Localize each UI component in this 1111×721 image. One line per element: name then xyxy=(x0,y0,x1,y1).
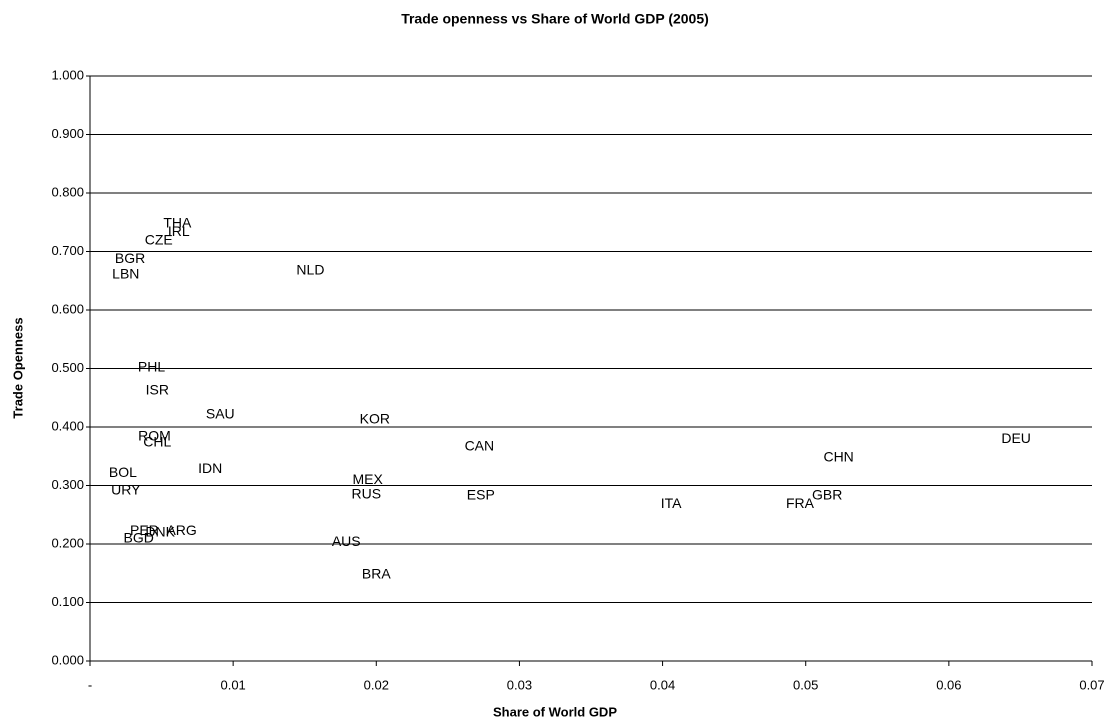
y-tick-label: 0.800 xyxy=(51,184,84,199)
y-tick-label: 0.400 xyxy=(51,418,84,433)
point-label: GBR xyxy=(812,487,842,503)
point-label: URY xyxy=(111,481,141,497)
y-tick-label: 0.600 xyxy=(51,301,84,316)
point-label: KOR xyxy=(360,411,390,427)
y-tick-label: 1.000 xyxy=(51,67,84,82)
y-tick-label: 0.500 xyxy=(51,360,84,375)
x-tick-label: 0.07 xyxy=(1079,677,1104,692)
point-label: PHL xyxy=(138,359,165,375)
point-label: PER xyxy=(130,522,159,538)
point-label: LBN xyxy=(112,266,139,282)
point-label: THA xyxy=(163,215,192,231)
x-tick-label: 0.06 xyxy=(936,677,961,692)
point-label: ARG xyxy=(166,522,196,538)
point-label: SAU xyxy=(206,405,235,421)
point-label: ITA xyxy=(661,495,682,511)
point-label: IDN xyxy=(198,460,222,476)
point-label: ESP xyxy=(467,487,495,503)
x-axis-title: Share of World GDP xyxy=(493,704,617,719)
y-axis-title: Trade Openness xyxy=(10,317,25,418)
point-label: IRL xyxy=(168,223,190,239)
point-label: CHN xyxy=(823,449,853,465)
point-label: BOL xyxy=(109,464,137,480)
point-label: ROM xyxy=(138,428,171,444)
y-tick-label: 0.000 xyxy=(51,652,84,667)
point-label: DEU xyxy=(1001,430,1031,446)
point-label: FRA xyxy=(786,495,815,511)
x-tick-label: 0.05 xyxy=(793,677,818,692)
point-label: BGD xyxy=(123,529,153,545)
point-label: CZE xyxy=(145,232,173,248)
y-tick-label: 0.900 xyxy=(51,126,84,141)
y-tick-label: 0.700 xyxy=(51,243,84,258)
x-tick-label: - xyxy=(88,677,92,692)
chart-title: Trade openness vs Share of World GDP (20… xyxy=(401,11,709,27)
point-label: CAN xyxy=(465,438,495,454)
point-label: BGR xyxy=(115,250,145,266)
point-label: ISR xyxy=(146,381,169,397)
x-tick-label: 0.01 xyxy=(220,677,245,692)
point-label: AUS xyxy=(332,533,361,549)
y-tick-label: 0.200 xyxy=(51,535,84,550)
point-label: NLD xyxy=(296,262,324,278)
point-label: BRA xyxy=(362,566,391,582)
x-tick-label: 0.03 xyxy=(507,677,532,692)
x-tick-label: 0.02 xyxy=(364,677,389,692)
point-label: MEX xyxy=(353,471,384,487)
y-tick-label: 0.300 xyxy=(51,477,84,492)
point-label: CHL xyxy=(143,433,171,449)
y-tick-label: 0.100 xyxy=(51,594,84,609)
point-label: RUS xyxy=(351,486,381,502)
point-label: DNK xyxy=(145,524,175,540)
x-tick-label: 0.04 xyxy=(650,677,675,692)
